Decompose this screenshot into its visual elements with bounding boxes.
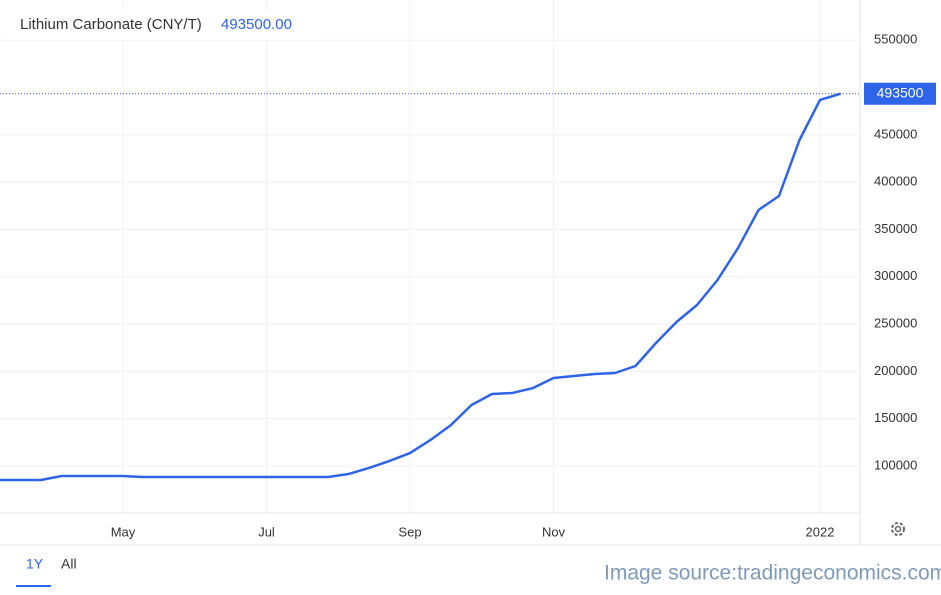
y-tick-label: 350000 bbox=[874, 221, 917, 236]
range-button[interactable]: All bbox=[61, 556, 77, 572]
plot bbox=[0, 92, 841, 482]
last-value-tag bbox=[864, 82, 936, 105]
y-tick-label: 150000 bbox=[874, 410, 917, 425]
x-tick-label: May bbox=[111, 524, 136, 539]
y-tick-label: 550000 bbox=[874, 32, 917, 47]
y-tick-label: 450000 bbox=[874, 126, 917, 141]
source-watermark: Image source:tradingeconomics.com bbox=[604, 562, 941, 585]
x-tick-label: 2022 bbox=[806, 524, 835, 539]
grid bbox=[0, 0, 860, 513]
x-tick-label: Jul bbox=[258, 524, 275, 539]
y-tick-label: 200000 bbox=[874, 363, 917, 378]
chart-title: Lithium Carbonate (CNY/T) bbox=[20, 16, 202, 33]
y-tick-label: 400000 bbox=[874, 174, 917, 189]
gear-hub bbox=[894, 525, 902, 533]
last-value-label: 493500 bbox=[877, 84, 924, 100]
range-button[interactable]: 1Y bbox=[26, 556, 44, 572]
settings-icon[interactable] bbox=[891, 522, 905, 536]
x-tick-label: Nov bbox=[542, 524, 566, 539]
y-tick-label: 250000 bbox=[874, 316, 917, 331]
y-tick-label: 300000 bbox=[874, 268, 917, 283]
title-box bbox=[10, 10, 315, 40]
title-value: 493500.00 bbox=[221, 16, 292, 33]
x-tick-label: Sep bbox=[398, 524, 421, 539]
y-tick-label: 100000 bbox=[874, 457, 917, 472]
price-line bbox=[0, 92, 841, 482]
gear-teeth bbox=[891, 522, 905, 536]
